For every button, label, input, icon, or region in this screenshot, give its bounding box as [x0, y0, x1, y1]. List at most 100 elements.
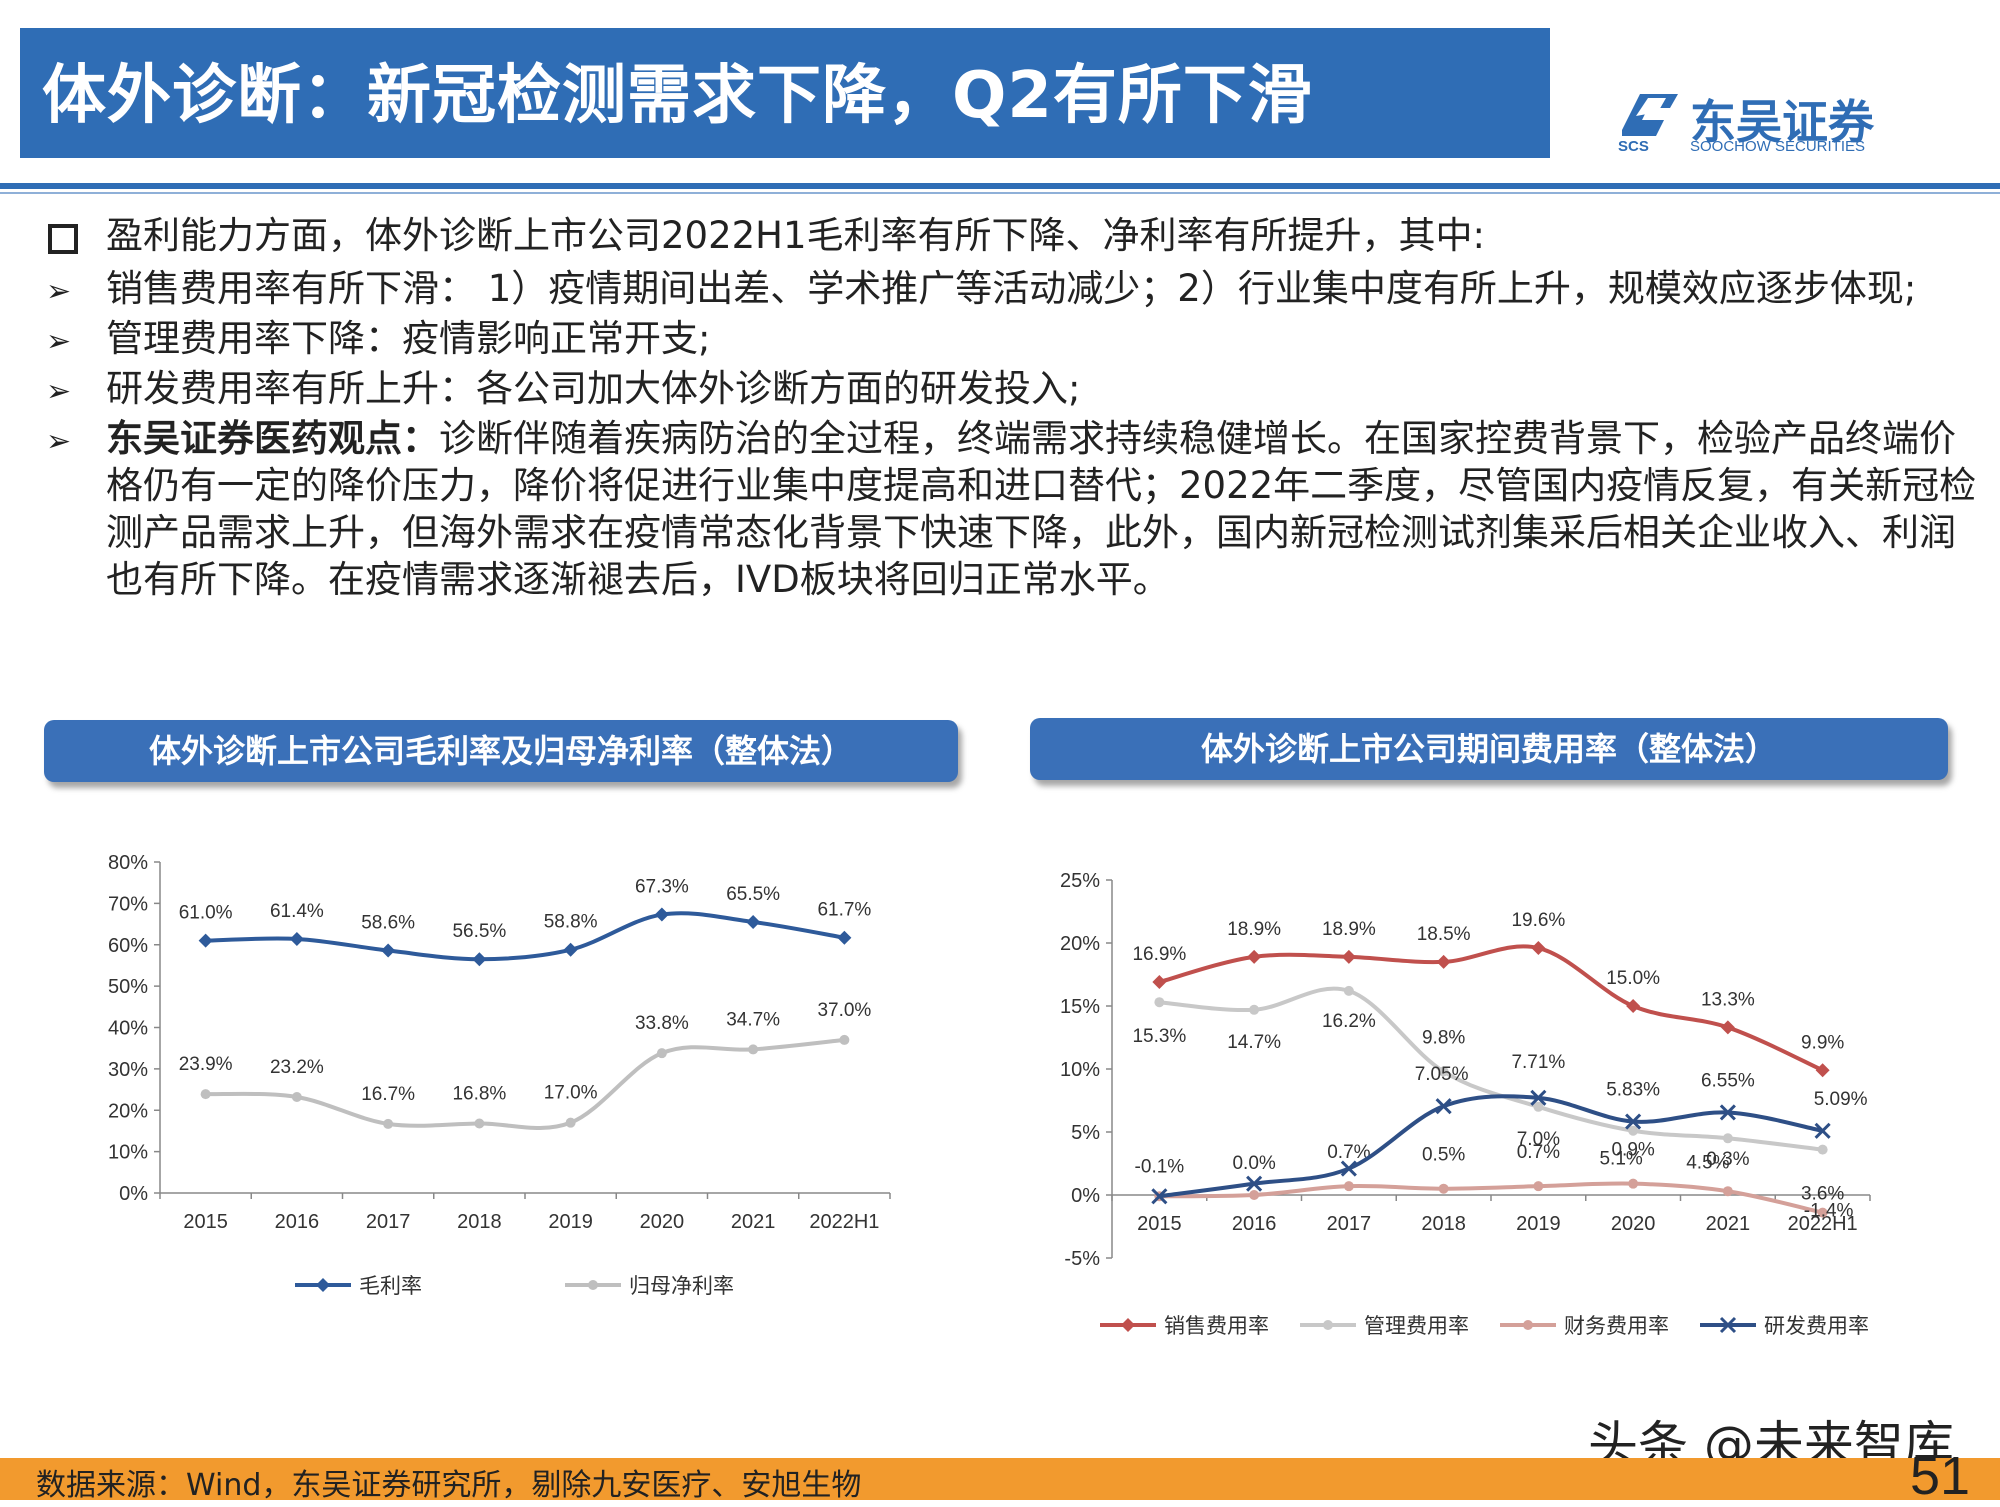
data-source: 数据来源：Wind，东吴证券研究所，剔除九安医疗、安旭生物 [36, 1468, 862, 1503]
y-tick-label: 10% [1060, 1059, 1100, 1081]
data-label: 9.8% [1422, 1028, 1465, 1049]
series-毛利率: 61.0% 61.4% 58.6% 56.5% 58.8% 67.3% 65.5% 61.7% [179, 877, 871, 967]
arrow-bullet-icon: ➢ [46, 274, 72, 309]
data-label: 23.2% [270, 1057, 324, 1078]
y-tick-label: 60% [108, 935, 148, 957]
data-point [1151, 1188, 1168, 1205]
data-point [1343, 985, 1354, 996]
x-tick-label: 2020 [640, 1211, 685, 1233]
header-rule [0, 183, 2000, 189]
data-label: 16.9% [1132, 944, 1186, 965]
data-point [1438, 1183, 1449, 1194]
page-number: 51 [1910, 1446, 1971, 1506]
legend-label: 财务费用率 [1564, 1314, 1669, 1338]
data-point [1817, 1144, 1828, 1155]
logo-chinese-name: 东吴证券 [1690, 95, 1874, 149]
data-point [1246, 1175, 1263, 1192]
data-label: 58.6% [361, 913, 415, 934]
x-tick-label: 2022H1 [1788, 1213, 1858, 1235]
series-财务费用率: -0.1% 0.0% 0.7% 0.5% 0.7% 0.9% 0.3% -1.4% [1135, 1140, 1854, 1222]
data-point [1626, 999, 1641, 1013]
title-bar [20, 28, 1550, 158]
data-label: 17.0% [544, 1083, 598, 1104]
legend-marker [1523, 1320, 1533, 1330]
footer-bar [0, 1458, 2000, 1500]
y-tick-label: 40% [108, 1018, 148, 1040]
bullet-body: 诊断伴随着疾病防治的全过程，终端需求持续稳健增长。在国家控费背景下，检验产品终端… [106, 417, 1977, 601]
data-label: 5.83% [1606, 1080, 1660, 1101]
y-tick-label: -5% [1064, 1248, 1100, 1270]
legend: 毛利率 归母净利率 [295, 1274, 734, 1298]
data-label: 33.8% [635, 1013, 689, 1034]
data-point [383, 1118, 394, 1129]
legend-label: 毛利率 [359, 1274, 422, 1298]
y-tick-label: 50% [108, 976, 148, 998]
x-tick-label: 2017 [366, 1211, 411, 1233]
data-point [1817, 1207, 1828, 1218]
series-line [1159, 1094, 1824, 1199]
data-point [746, 914, 761, 929]
data-point [1249, 1004, 1260, 1015]
data-label: 5.1% [1599, 1149, 1642, 1170]
y-tick-label: 20% [1060, 933, 1100, 955]
data-point [837, 930, 852, 945]
data-label: 18.5% [1417, 924, 1471, 945]
chart-2-title: 体外诊断上市公司期间费用率（整体法） [1030, 718, 1948, 780]
series-line [1159, 1181, 1824, 1215]
data-label: 3.6% [1801, 1184, 1844, 1205]
bullet-bold-lead: 东吴证券医药观点： [106, 417, 439, 460]
data-point [1531, 941, 1546, 956]
data-label: 23.9% [179, 1054, 233, 1075]
data-point [1152, 975, 1167, 990]
data-label: 9.9% [1801, 1032, 1844, 1053]
x-tick-label: 2019 [1516, 1213, 1561, 1235]
x-tick-label: 2017 [1327, 1213, 1372, 1235]
data-point [839, 1034, 850, 1045]
data-label: 56.5% [452, 921, 506, 942]
data-label: 19.6% [1511, 910, 1565, 931]
data-label: 14.7% [1227, 1032, 1281, 1053]
square-bullet-icon [48, 224, 78, 254]
y-tick-label: 70% [108, 893, 148, 915]
bullet-item: ➢ 研发费用率有所上升：各公司加大体外诊断方面的研发投入; [40, 365, 1980, 415]
data-point [1719, 1104, 1736, 1121]
data-label: 34.7% [726, 1009, 780, 1030]
data-label: 13.3% [1701, 989, 1755, 1010]
data-point [1815, 1063, 1830, 1078]
data-label: 0.5% [1422, 1145, 1465, 1166]
slide-title: 体外诊断：新冠检测需求下降，Q2有所下滑 [42, 59, 1313, 133]
data-point [291, 1092, 302, 1103]
data-point [1628, 1125, 1639, 1136]
data-point [565, 1117, 576, 1128]
data-point [1720, 1020, 1735, 1035]
series-管理费用率: 15.3% 14.7% 16.2% 9.8% 7.0% 5.1% 4.5% 3.6% [1132, 985, 1844, 1205]
data-point [1814, 1122, 1831, 1139]
legend-marker [316, 1278, 330, 1292]
data-point [1341, 949, 1356, 964]
chart-expense-rates: -5% 0% 5% 10% 15% 20% 25% 2015 2016 2017 2018 2019 2… [1060, 870, 1871, 1338]
data-label: 61.0% [179, 903, 233, 924]
legend-marker [1323, 1320, 1333, 1330]
y-tick-label: 30% [108, 1059, 148, 1081]
y-tick-label: 0% [1071, 1185, 1100, 1207]
data-point [1340, 1160, 1357, 1177]
data-point [1343, 1181, 1354, 1192]
bullet-item: ➢ 管理费用率下降：疫情影响正常开支; [40, 315, 1980, 365]
data-point [1722, 1133, 1733, 1144]
legend-marker [1121, 1318, 1135, 1332]
data-point [654, 907, 669, 922]
x-tick-label: 2018 [457, 1211, 502, 1233]
data-point [1435, 1098, 1452, 1115]
data-label: 58.8% [544, 912, 598, 933]
data-point [1249, 1190, 1260, 1200]
series-销售费用率: 16.9% 18.9% 18.9% 18.5% 19.6% 15.0% 13.3% 9.9% [1132, 910, 1844, 1078]
x-tick-label: 2016 [1232, 1213, 1277, 1235]
y-tick-label: 20% [108, 1100, 148, 1122]
bullet-text: 研发费用率有所上升：各公司加大体外诊断方面的研发投入; [106, 367, 1081, 410]
data-label: 7.05% [1415, 1064, 1469, 1085]
data-point [1438, 1066, 1449, 1077]
legend: 销售费用率 管理费用率 财务费用率 研发费用率 [1100, 1314, 1869, 1338]
data-point [198, 933, 213, 948]
data-point [1628, 1178, 1639, 1189]
header-rule-thin [0, 192, 2000, 194]
